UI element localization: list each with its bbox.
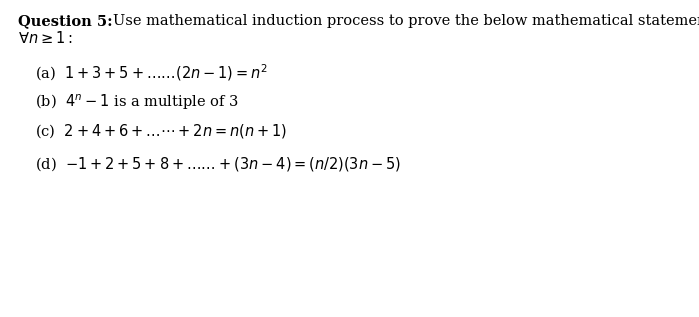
Text: (a)  $1+3+5+\ldots\ldots(2n-1) = n^2$: (a) $1+3+5+\ldots\ldots(2n-1) = n^2$ xyxy=(35,62,268,83)
Text: (b)  $4^n - 1$ is a multiple of 3: (b) $4^n - 1$ is a multiple of 3 xyxy=(35,92,238,112)
Text: $\forall n \geq 1:$: $\forall n \geq 1:$ xyxy=(18,30,73,46)
Text: (c)  $2+4+6+\ldots\cdots+2n = n(n+1)$: (c) $2+4+6+\ldots\cdots+2n = n(n+1)$ xyxy=(35,122,287,140)
Text: (d)  $-1+2+5+8+\ldots\ldots+(3n-4) = (n/2)(3n-5)$: (d) $-1+2+5+8+\ldots\ldots+(3n-4) = (n/2… xyxy=(35,155,401,173)
Text: Use mathematical induction process to prove the below mathematical statements: Use mathematical induction process to pr… xyxy=(113,14,699,28)
Text: Question 5:: Question 5: xyxy=(18,14,113,28)
